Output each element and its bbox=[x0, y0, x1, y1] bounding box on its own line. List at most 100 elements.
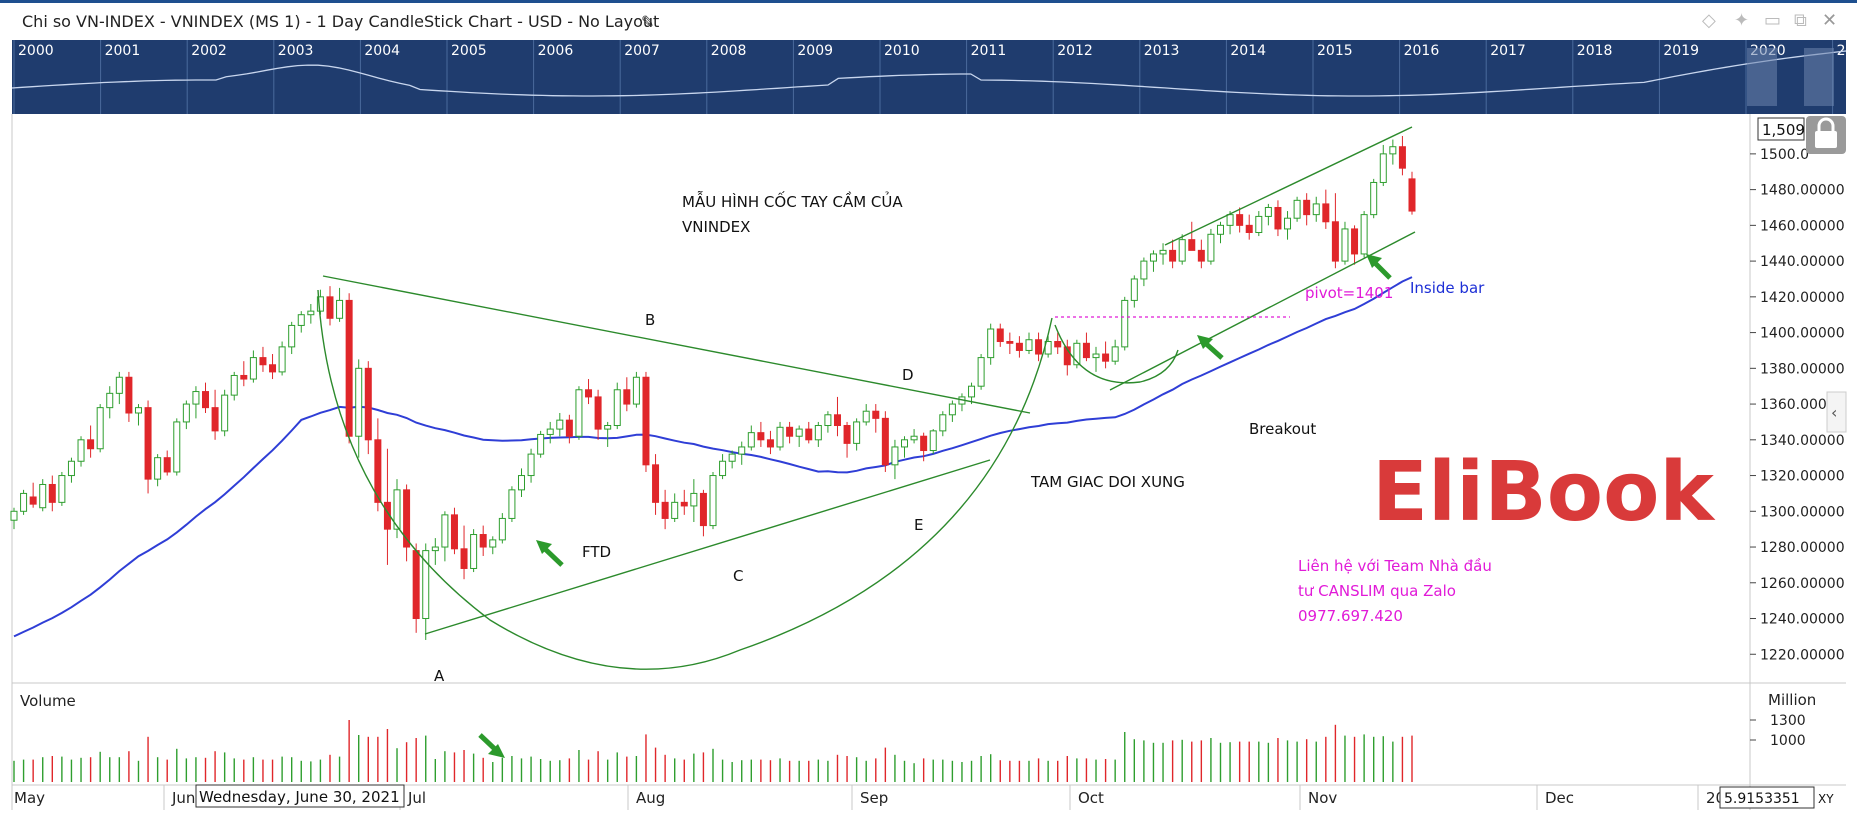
candle-body bbox=[690, 492, 698, 507]
navigator-year: 2008 bbox=[711, 43, 747, 59]
channel-upper-line bbox=[1164, 126, 1413, 246]
volume-unit: Million bbox=[1768, 691, 1816, 709]
month-label: Aug bbox=[636, 789, 665, 807]
month-label: Jun bbox=[171, 789, 195, 807]
pin-icon[interactable]: ✦ bbox=[1734, 10, 1750, 31]
window-title: Chi so VN-INDEX - VNINDEX (MS 1) - 1 Day… bbox=[22, 12, 660, 31]
candle-body bbox=[230, 374, 238, 396]
candle-body bbox=[431, 546, 439, 552]
volume-tick-label: 1000 bbox=[1770, 733, 1806, 749]
candle-body bbox=[1169, 249, 1177, 262]
minimize-icon[interactable]: ▭ bbox=[1764, 10, 1782, 31]
navigator-strip[interactable]: 2000 2001 2002 2003 2004 2005 2006 2007 2008 2009… bbox=[12, 40, 1846, 114]
candle-body bbox=[776, 426, 784, 448]
candle-body bbox=[508, 489, 516, 519]
candle-body bbox=[766, 439, 774, 448]
candle-body bbox=[479, 534, 487, 548]
price-tick-label: 1400.00000 bbox=[1760, 326, 1845, 342]
candle-body bbox=[1015, 342, 1023, 351]
candle-body bbox=[297, 314, 305, 326]
candle-body bbox=[613, 389, 621, 427]
contact-line1: Liên hệ với Team Nhà đầu bbox=[1298, 557, 1492, 575]
candle-body bbox=[450, 514, 458, 550]
navigator-year: 2009 bbox=[797, 43, 833, 59]
navigator-year: 2013 bbox=[1144, 43, 1180, 59]
triangle-upper-line bbox=[322, 275, 1031, 414]
title-bar: Chi so VN-INDEX - VNINDEX (MS 1) - 1 Day… bbox=[0, 0, 1857, 40]
navigator-line bbox=[12, 50, 1846, 97]
candle-body bbox=[48, 483, 56, 503]
candle-body bbox=[498, 517, 506, 541]
month-label: Oct bbox=[1078, 789, 1104, 807]
candle-body bbox=[987, 328, 995, 359]
navigator-year: 2018 bbox=[1577, 43, 1613, 59]
candle-body bbox=[374, 439, 382, 503]
candle-body bbox=[1159, 249, 1167, 255]
candle-body bbox=[939, 414, 947, 432]
candle-body bbox=[652, 464, 660, 503]
arrow-icons bbox=[478, 254, 1392, 758]
candle-body bbox=[144, 407, 152, 480]
candle-body bbox=[920, 435, 928, 452]
label-e: E bbox=[914, 516, 923, 534]
price-tick-label: 1460.00000 bbox=[1760, 218, 1845, 234]
candle-body bbox=[355, 367, 363, 437]
candle-body bbox=[1121, 299, 1129, 348]
candle-body bbox=[393, 489, 401, 530]
volume-tick-label: 1300 bbox=[1770, 713, 1806, 729]
candle-body bbox=[833, 414, 841, 427]
label-a: A bbox=[434, 667, 445, 685]
volume-axis: 1300 1000 bbox=[1750, 713, 1806, 749]
restore-icon[interactable]: ⧉ bbox=[1794, 10, 1807, 31]
candle-body bbox=[824, 414, 832, 427]
candle-body bbox=[709, 475, 717, 527]
candle-body bbox=[872, 410, 880, 419]
candle-body bbox=[125, 376, 133, 414]
svg-text:‹: ‹ bbox=[1831, 403, 1837, 422]
cup-curve bbox=[317, 289, 1053, 670]
candle-body bbox=[1341, 228, 1349, 262]
diamond-icon[interactable]: ◇ bbox=[1702, 10, 1716, 31]
candle-body bbox=[77, 439, 85, 462]
candle-body bbox=[240, 374, 248, 380]
candle-body bbox=[517, 475, 525, 491]
label-b: B bbox=[645, 311, 655, 329]
candle-body bbox=[862, 410, 870, 423]
candle-body bbox=[891, 446, 899, 466]
crosshair-date-box bbox=[195, 784, 405, 808]
triangle-lower-line bbox=[424, 459, 991, 635]
candle-body bbox=[1303, 199, 1311, 216]
collapse-panel-icon[interactable]: ‹ bbox=[1826, 391, 1847, 433]
lock-icon[interactable] bbox=[1806, 116, 1846, 154]
breakout-arrow-icon bbox=[1197, 335, 1224, 360]
candle-body bbox=[527, 453, 535, 477]
month-label: Dec bbox=[1545, 789, 1574, 807]
candle-body bbox=[1322, 203, 1330, 223]
candle-body bbox=[1102, 353, 1110, 362]
price-tick-label: 1420.00000 bbox=[1760, 290, 1845, 306]
candle-body bbox=[623, 389, 631, 405]
navigator-handle-right[interactable] bbox=[1804, 48, 1834, 106]
navigator-handle-left[interactable] bbox=[1747, 48, 1777, 106]
volume-bars bbox=[13, 720, 1413, 782]
candle-body bbox=[336, 299, 344, 319]
candle-body bbox=[460, 548, 468, 569]
candle-body bbox=[1207, 233, 1215, 262]
candle-body bbox=[1054, 341, 1062, 348]
candle-body bbox=[680, 501, 688, 507]
candle-body bbox=[20, 492, 28, 512]
price-tick-label: 1220.00000 bbox=[1760, 647, 1845, 663]
ftd-arrow-icon bbox=[536, 540, 564, 567]
navigator-year: 2015 bbox=[1317, 43, 1353, 59]
time-axis: May Jun Jul Aug Sep Oct Nov Dec 20 bbox=[14, 785, 1725, 810]
edit-pencil-icon[interactable]: ✎ bbox=[641, 12, 655, 31]
candle-body bbox=[719, 460, 727, 477]
candle-body bbox=[10, 510, 18, 521]
close-icon[interactable]: ✕ bbox=[1822, 10, 1838, 31]
candle-body bbox=[202, 391, 210, 409]
month-label: Sep bbox=[860, 789, 888, 807]
xy-toggle[interactable]: XY bbox=[1818, 792, 1834, 806]
candle-body bbox=[345, 299, 353, 437]
navigator-bg bbox=[12, 40, 1846, 114]
